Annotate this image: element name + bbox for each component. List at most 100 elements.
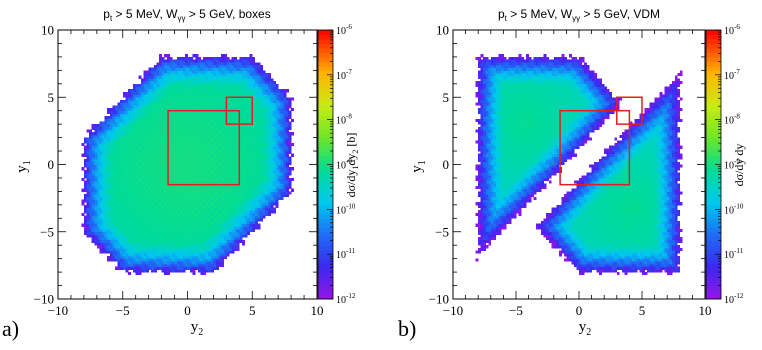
heatmap-cell (104, 191, 108, 195)
heatmap-cell (151, 239, 155, 243)
heatmap-cell (236, 172, 240, 176)
heatmap-cell (117, 250, 121, 254)
heatmap-cell (265, 196, 269, 200)
heatmap-cell (192, 78, 196, 82)
heatmap-cell (177, 194, 181, 198)
heatmap-cell (107, 164, 111, 168)
heatmap-cell (174, 73, 178, 77)
heatmap-cell (187, 129, 191, 133)
heatmap-cell (120, 167, 124, 171)
heatmap-cell (156, 81, 160, 85)
heatmap-cell (177, 129, 181, 133)
heatmap-cell (249, 207, 253, 211)
heatmap-cell (133, 215, 137, 219)
heatmap-cell (117, 229, 121, 233)
heatmap-cell (221, 140, 225, 144)
heatmap-cell (169, 247, 173, 251)
heatmap-cell (228, 110, 232, 114)
heatmap-cell (254, 177, 258, 182)
heatmap-cell (125, 210, 129, 214)
heatmap-cell (182, 110, 186, 114)
heatmap-cell (125, 91, 129, 95)
heatmap-cell (164, 113, 168, 117)
heatmap-cell (156, 108, 160, 112)
heatmap-cell (244, 175, 248, 179)
heatmap-cell (200, 126, 204, 130)
heatmap-cell (153, 113, 157, 117)
heatmap-cell (138, 255, 142, 260)
heatmap-cell (213, 237, 217, 241)
heatmap-cell (215, 83, 219, 87)
heatmap-cell (249, 218, 253, 222)
heatmap-cell (203, 204, 207, 208)
heatmap-cell (156, 255, 160, 260)
heatmap-cell (135, 264, 139, 268)
heatmap-cell (171, 234, 175, 238)
heatmap-cell (184, 94, 188, 98)
heatmap-cell (169, 175, 173, 179)
heatmap-cell (161, 116, 165, 120)
heatmap-cell (208, 83, 212, 87)
heatmap-cell (143, 89, 147, 93)
heatmap-cell (231, 137, 235, 141)
heatmap-cell (213, 83, 217, 87)
heatmap-cell (112, 134, 116, 138)
heatmap-cell (192, 81, 196, 85)
heatmap-cell (239, 62, 243, 66)
heatmap-cell (215, 167, 219, 171)
heatmap-cell (122, 218, 126, 222)
heatmap-cell (159, 121, 162, 125)
heatmap-cell (159, 220, 162, 225)
heatmap-cell (161, 102, 165, 106)
heatmap-cell (192, 220, 196, 225)
heatmap-cell (174, 113, 178, 117)
heatmap-cell (192, 226, 196, 230)
heatmap-cell (265, 118, 269, 122)
heatmap-cell (252, 212, 256, 217)
heatmap-cell (174, 164, 178, 168)
heatmap-cell (239, 161, 243, 165)
heatmap-cell (205, 105, 209, 109)
heatmap-cell (226, 83, 230, 87)
heatmap-cell (104, 161, 108, 165)
heatmap-cell (260, 164, 264, 168)
heatmap-cell (104, 183, 108, 187)
heatmap-cell (223, 56, 227, 60)
heatmap-cell (190, 86, 194, 90)
heatmap-cell (203, 199, 207, 203)
heatmap-cell (260, 81, 264, 85)
heatmap-cell (187, 250, 191, 254)
heatmap-cell (179, 124, 183, 128)
heatmap-cell (270, 199, 274, 203)
heatmap-cell (239, 70, 243, 74)
heatmap-cell (107, 210, 111, 214)
heatmap-cell (205, 81, 209, 85)
heatmap-cell (140, 207, 144, 211)
heatmap-cell (94, 151, 98, 155)
heatmap-cell (184, 231, 188, 235)
heatmap-cell (161, 175, 165, 179)
heatmap-cell (138, 226, 142, 230)
heatmap-cell (241, 196, 245, 200)
heatmap-cell (265, 116, 269, 120)
heatmap-cell (244, 234, 248, 238)
heatmap-cell (99, 151, 103, 155)
heatmap-cell (205, 164, 209, 168)
heatmap-cell (210, 253, 214, 257)
heatmap-cell (192, 172, 196, 176)
heatmap-cell (234, 126, 238, 130)
heatmap-cell (241, 81, 245, 85)
heatmap-cell (159, 199, 162, 203)
heatmap-cell (182, 264, 186, 268)
heatmap-cell (143, 180, 147, 184)
heatmap-cell (179, 153, 183, 157)
heatmap-cell (267, 164, 271, 168)
heatmap-cell (114, 180, 118, 184)
heatmap-cell (83, 188, 87, 192)
heatmap-cell (174, 121, 178, 125)
heatmap-cell (153, 102, 157, 106)
heatmap-cell (187, 218, 191, 222)
heatmap-cell (203, 234, 207, 238)
heatmap-cell (174, 124, 178, 128)
heatmap-cell (107, 247, 111, 251)
